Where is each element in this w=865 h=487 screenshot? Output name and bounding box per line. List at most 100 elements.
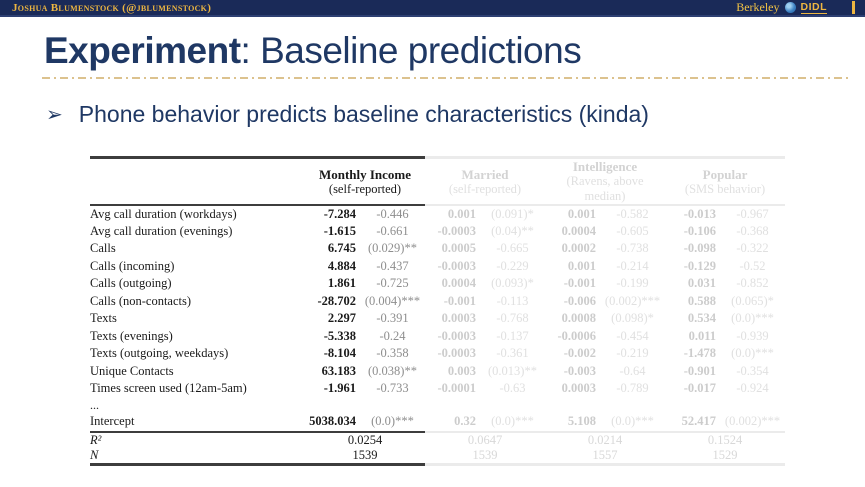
pval-cell: -0.368: [736, 223, 769, 238]
column-group-name: Popular: [702, 166, 748, 182]
pval-cell: -0.63: [499, 381, 526, 396]
pval-cell: -0.924: [736, 381, 769, 396]
coef-cell: -0.0006: [557, 328, 596, 343]
coef-cell: -0.901: [683, 363, 717, 378]
coef-cell: -0.106: [683, 223, 717, 238]
ellipsis-label: ...: [90, 397, 99, 412]
stat-value: 0.0254: [347, 432, 383, 447]
bullet-text: Phone behavior predicts baseline charact…: [78, 101, 649, 127]
coef-cell: 2.297: [327, 311, 356, 326]
coef-cell: 0.0004: [561, 223, 596, 238]
column-group-subtitle: (Ravens, above median): [566, 174, 644, 203]
row-label: Calls (outgoing): [90, 276, 172, 291]
pval-cell: -0.967: [736, 206, 769, 221]
slide-title-bold: Experiment: [44, 30, 241, 71]
coef-cell: 1.861: [327, 276, 356, 291]
pval-cell: (0.093)*: [491, 276, 534, 291]
row-label: Unique Contacts: [90, 363, 174, 378]
coef-cell: -0.017: [683, 381, 717, 396]
table-row: Calls (outgoing) 1.861 -0.725 0.0004 (0.093)…: [90, 275, 785, 293]
pval-cell: -0.391: [376, 311, 409, 326]
pval-cell: -0.52: [739, 258, 766, 273]
stat-value: 1539: [425, 448, 545, 466]
pval-cell: (0.029)**: [368, 241, 417, 256]
stat-label: N: [90, 448, 305, 466]
coef-cell: -28.702: [317, 293, 356, 308]
stat-value: 1539: [305, 448, 425, 466]
row-label: Times screen used (12am-5am): [90, 381, 247, 396]
table-row: Avg call duration (evenings) -1.615 -0.661…: [90, 223, 785, 241]
pval-cell: -0.582: [616, 206, 649, 221]
table-row: Calls (incoming) 4.884 -0.437 -0.0003 -0.229…: [90, 258, 785, 276]
bullet-item: ➢ Phone behavior predicts baseline chara…: [46, 101, 649, 128]
coef-cell: 0.0002: [561, 241, 596, 256]
pval-cell: -0.113: [496, 293, 529, 308]
stat-row: N 1539 1539 1557 1529: [90, 448, 786, 466]
coef-cell: 4.884: [327, 258, 356, 273]
top-bar: Joshua Blumenstock (@jblumenstock) Berke…: [0, 0, 865, 17]
row-label: Avg call duration (evenings): [90, 223, 233, 238]
pval-cell: (0.0)***: [480, 412, 545, 433]
header-spacer: [90, 156, 305, 206]
ellipsis-spacer: [305, 398, 785, 413]
pval-cell: -0.354: [736, 363, 769, 378]
pval-cell: (0.038)**: [368, 363, 417, 378]
stat-value: 1529: [665, 448, 786, 466]
slide-title: Experiment: Baseline predictions: [44, 30, 582, 72]
coef-cell: 5.108: [545, 412, 600, 433]
coef-cell: 0.534: [687, 311, 717, 326]
pval-cell: -0.738: [616, 241, 649, 256]
coef-cell: -7.284: [323, 206, 356, 221]
row-label: Calls: [90, 241, 116, 256]
table-row: Avg call duration (workdays) -7.284 -0.446…: [90, 205, 785, 223]
table-row: Texts 2.297 -0.391 0.0003 -0.768 0.0008 (0.098…: [90, 310, 785, 328]
table-header-row: Monthly Income (self-reported) Married (sel…: [90, 156, 786, 206]
pval-cell: -0.768: [496, 311, 529, 326]
row-label: Avg call duration (workdays): [90, 206, 237, 221]
pval-cell: -0.24: [379, 328, 406, 343]
pval-cell: -0.358: [376, 346, 409, 361]
gold-accent-bar: [852, 1, 855, 14]
pval-cell: -0.852: [736, 276, 769, 291]
pval-cell: (0.0)***: [360, 412, 425, 433]
column-group-name: Married: [461, 166, 509, 182]
pval-cell: (0.098)*: [611, 311, 654, 326]
pval-cell: (0.004)***: [364, 293, 421, 308]
table-row: Calls 6.745 (0.029)** 0.0005 -0.665 0.0002 -0.…: [90, 240, 785, 258]
coef-cell: 63.183: [321, 363, 356, 378]
pval-cell: -0.219: [616, 346, 649, 361]
row-label: Texts: [90, 311, 117, 326]
stat-value: 1557: [545, 448, 666, 466]
coef-cell: 0.0003: [561, 381, 596, 396]
row-label: Intercept: [90, 412, 305, 433]
coef-cell: 0.32: [425, 412, 480, 433]
stat-value: 0.0647: [467, 432, 503, 447]
coef-cell: 0.588: [687, 293, 717, 308]
coef-cell: -0.001: [563, 276, 596, 291]
pval-cell: -0.361: [496, 346, 529, 361]
didl-logo: DIDL: [800, 1, 827, 14]
globe-icon: [784, 2, 796, 13]
coef-cell: -0.0001: [437, 381, 476, 396]
pval-cell: -0.446: [376, 206, 409, 221]
author-handle: Joshua Blumenstock (@jblumenstock): [12, 1, 212, 14]
coef-cell: -0.013: [683, 206, 717, 221]
stat-value: 0.1524: [707, 432, 743, 447]
column-group-header: Popular (SMS behavior): [665, 156, 786, 206]
regression-table: Monthly Income (self-reported) Married (sel…: [90, 156, 786, 466]
pval-cell: -0.137: [496, 328, 529, 343]
pval-cell: -0.789: [616, 381, 649, 396]
coef-cell: 0.0005: [441, 241, 476, 256]
pval-cell: (0.0)***: [731, 346, 774, 361]
stat-value: 0.0214: [587, 432, 623, 447]
pval-cell: -0.199: [616, 276, 649, 291]
coef-cell: -1.615: [323, 223, 356, 238]
table-row: Unique Contacts 63.183 (0.038)** 0.003 (0.01…: [90, 363, 785, 381]
coef-cell: -0.003: [563, 363, 596, 378]
column-group-header: Monthly Income (self-reported): [305, 156, 425, 206]
pval-cell: (0.0)***: [600, 412, 666, 433]
coef-cell: -0.0003: [437, 223, 476, 238]
coef-cell: -5.338: [323, 328, 356, 343]
column-group-name: Monthly Income: [318, 166, 412, 182]
